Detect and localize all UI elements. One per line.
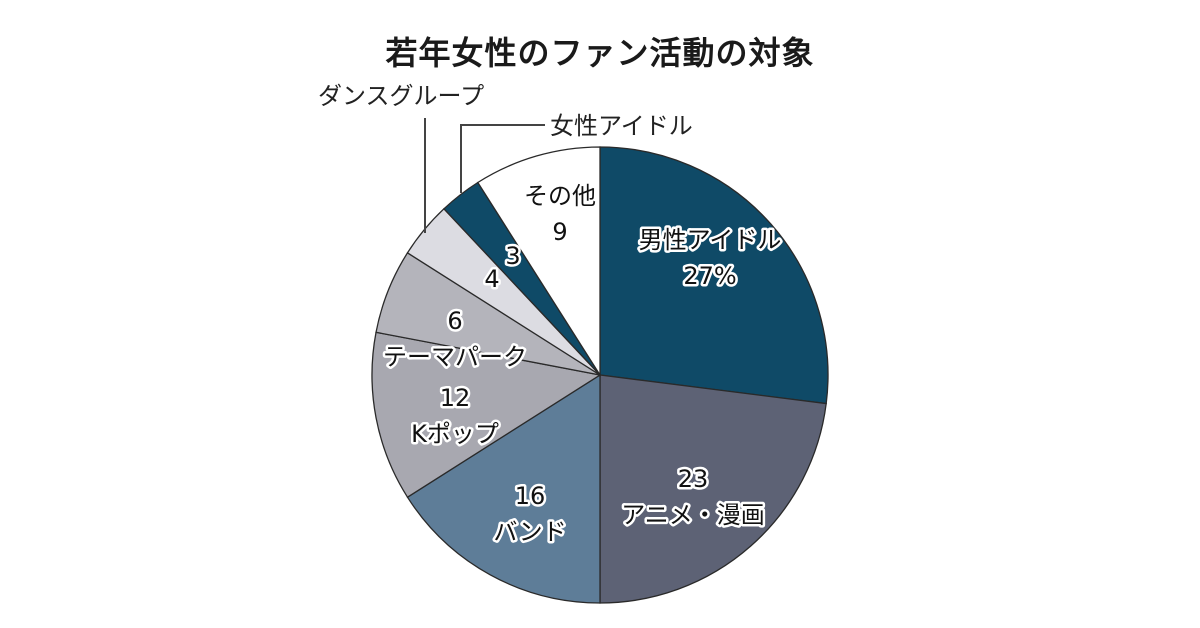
slice-label: その他	[524, 182, 596, 210]
leader-lines	[424, 118, 545, 233]
chart-title: 若年女性のファン活動の対象	[385, 34, 815, 72]
pie-slices	[371, 146, 829, 604]
slice-value: 27%	[683, 262, 736, 290]
slice-value: 16	[515, 482, 546, 510]
pie-slice	[371, 331, 602, 499]
pie-slice	[599, 146, 829, 405]
label-female-idol: 女性アイドル	[550, 112, 693, 140]
slice-label: バンド	[493, 518, 566, 546]
slice-value: 4	[484, 265, 499, 293]
slice-value: 9	[552, 218, 567, 246]
pie-slice	[476, 146, 601, 378]
slice-label: アニメ・漫画	[621, 501, 765, 529]
slice-label: テーマパーク	[383, 343, 527, 371]
pie-slice	[406, 373, 601, 604]
slice-label: 男性アイドル	[639, 226, 782, 254]
label-dance-group: ダンスグループ	[318, 82, 484, 110]
slice-value: 12	[440, 384, 471, 412]
slice-value: 3	[505, 242, 520, 270]
slice-value: 6	[447, 307, 462, 335]
slice-labels: 男性アイドル 27% 23 アニメ・漫画 16 バンド 12 Kポップ 6 テーマパーク 43 その他…	[381, 180, 784, 549]
leader-line-female-idol	[460, 124, 545, 193]
slice-label: Kポップ	[411, 420, 499, 448]
pie-slice	[599, 374, 827, 604]
slice-value: 23	[678, 465, 709, 493]
